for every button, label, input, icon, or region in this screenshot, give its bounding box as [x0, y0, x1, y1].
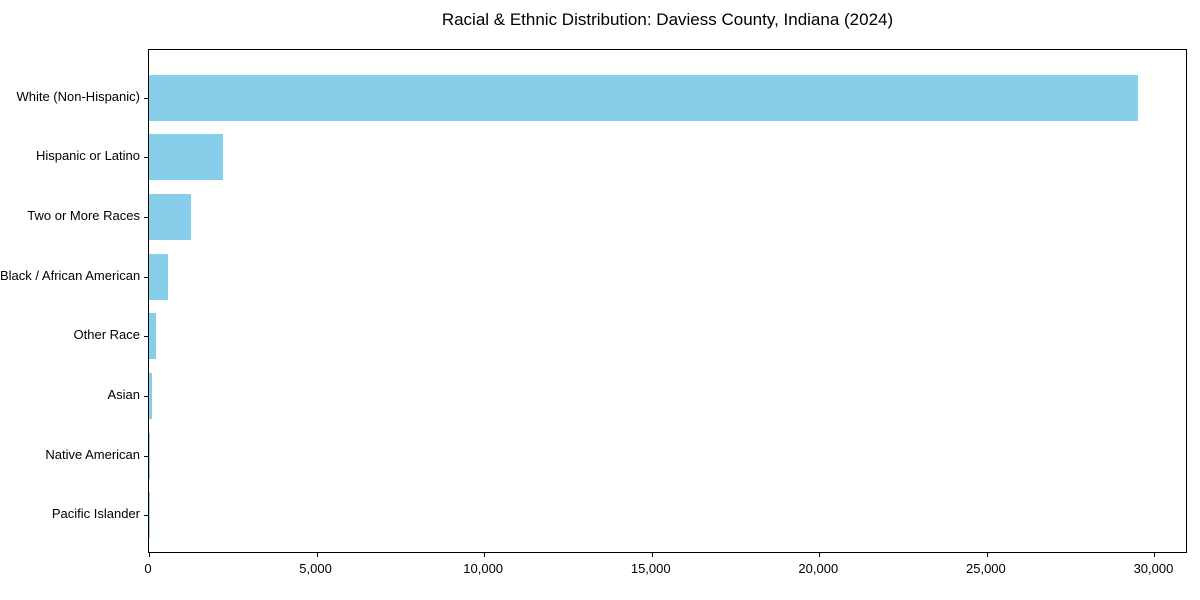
bar-black-african-american — [149, 253, 168, 300]
y-axis-label-hispanic-or-latino: Hispanic or Latino — [35, 148, 140, 164]
y-axis-label-white-non-hispanic: White (Non-Hispanic) — [16, 88, 140, 104]
bar-other-race — [149, 313, 157, 360]
x-axis-label-25-000: 25,000 — [966, 561, 1006, 576]
y-axis-label-other-race: Other Race — [73, 327, 140, 343]
y-axis-label-black-african-american: Black / African American — [0, 267, 141, 283]
x-axis-label-20-000: 20,000 — [798, 561, 839, 576]
y-axis-tick-mark — [144, 216, 148, 218]
x-axis-tick-mark — [819, 553, 821, 557]
y-axis-tick-mark — [144, 336, 148, 338]
y-axis-tick-mark — [144, 515, 148, 517]
y-axis-tick-mark — [144, 455, 148, 457]
bar-native-american — [149, 432, 150, 479]
y-axis-tick-mark — [144, 157, 148, 159]
x-axis-label-5-000: 5,000 — [299, 561, 332, 576]
y-axis-tick-mark — [144, 396, 148, 397]
y-axis-tick-mark — [144, 276, 148, 278]
y-axis-label-asian: Asian — [107, 387, 140, 402]
x-axis-tick-mark — [1154, 553, 1156, 557]
x-axis-tick-mark — [651, 553, 653, 557]
x-axis-tick-mark — [986, 553, 988, 557]
x-axis-tick-mark — [149, 553, 150, 557]
chart-title: Racial & Ethnic Distribution: Daviess Co… — [441, 10, 894, 29]
bar-asian — [149, 373, 153, 419]
x-axis-label-0: 0 — [144, 561, 152, 576]
x-axis-tick-mark — [316, 553, 318, 557]
x-axis-tick-mark — [484, 553, 486, 557]
bar-two-or-more-races — [149, 193, 191, 240]
bar-hispanic-or-latino — [149, 134, 223, 181]
plot-area — [144, 49, 1187, 557]
y-axis-tick-mark — [144, 97, 148, 99]
bar-white-non-hispanic — [149, 74, 1138, 121]
x-axis-label-30-000: 30,000 — [1133, 561, 1174, 576]
y-axis-label-native-american: Native American — [45, 446, 140, 462]
y-axis-label-two-or-more-races: Two or More Races — [27, 207, 140, 223]
x-axis-label-10-000: 10,000 — [463, 561, 504, 576]
y-axis-label-pacific-islander: Pacific Islander — [51, 506, 140, 522]
x-axis-label-15-000: 15,000 — [630, 561, 671, 576]
